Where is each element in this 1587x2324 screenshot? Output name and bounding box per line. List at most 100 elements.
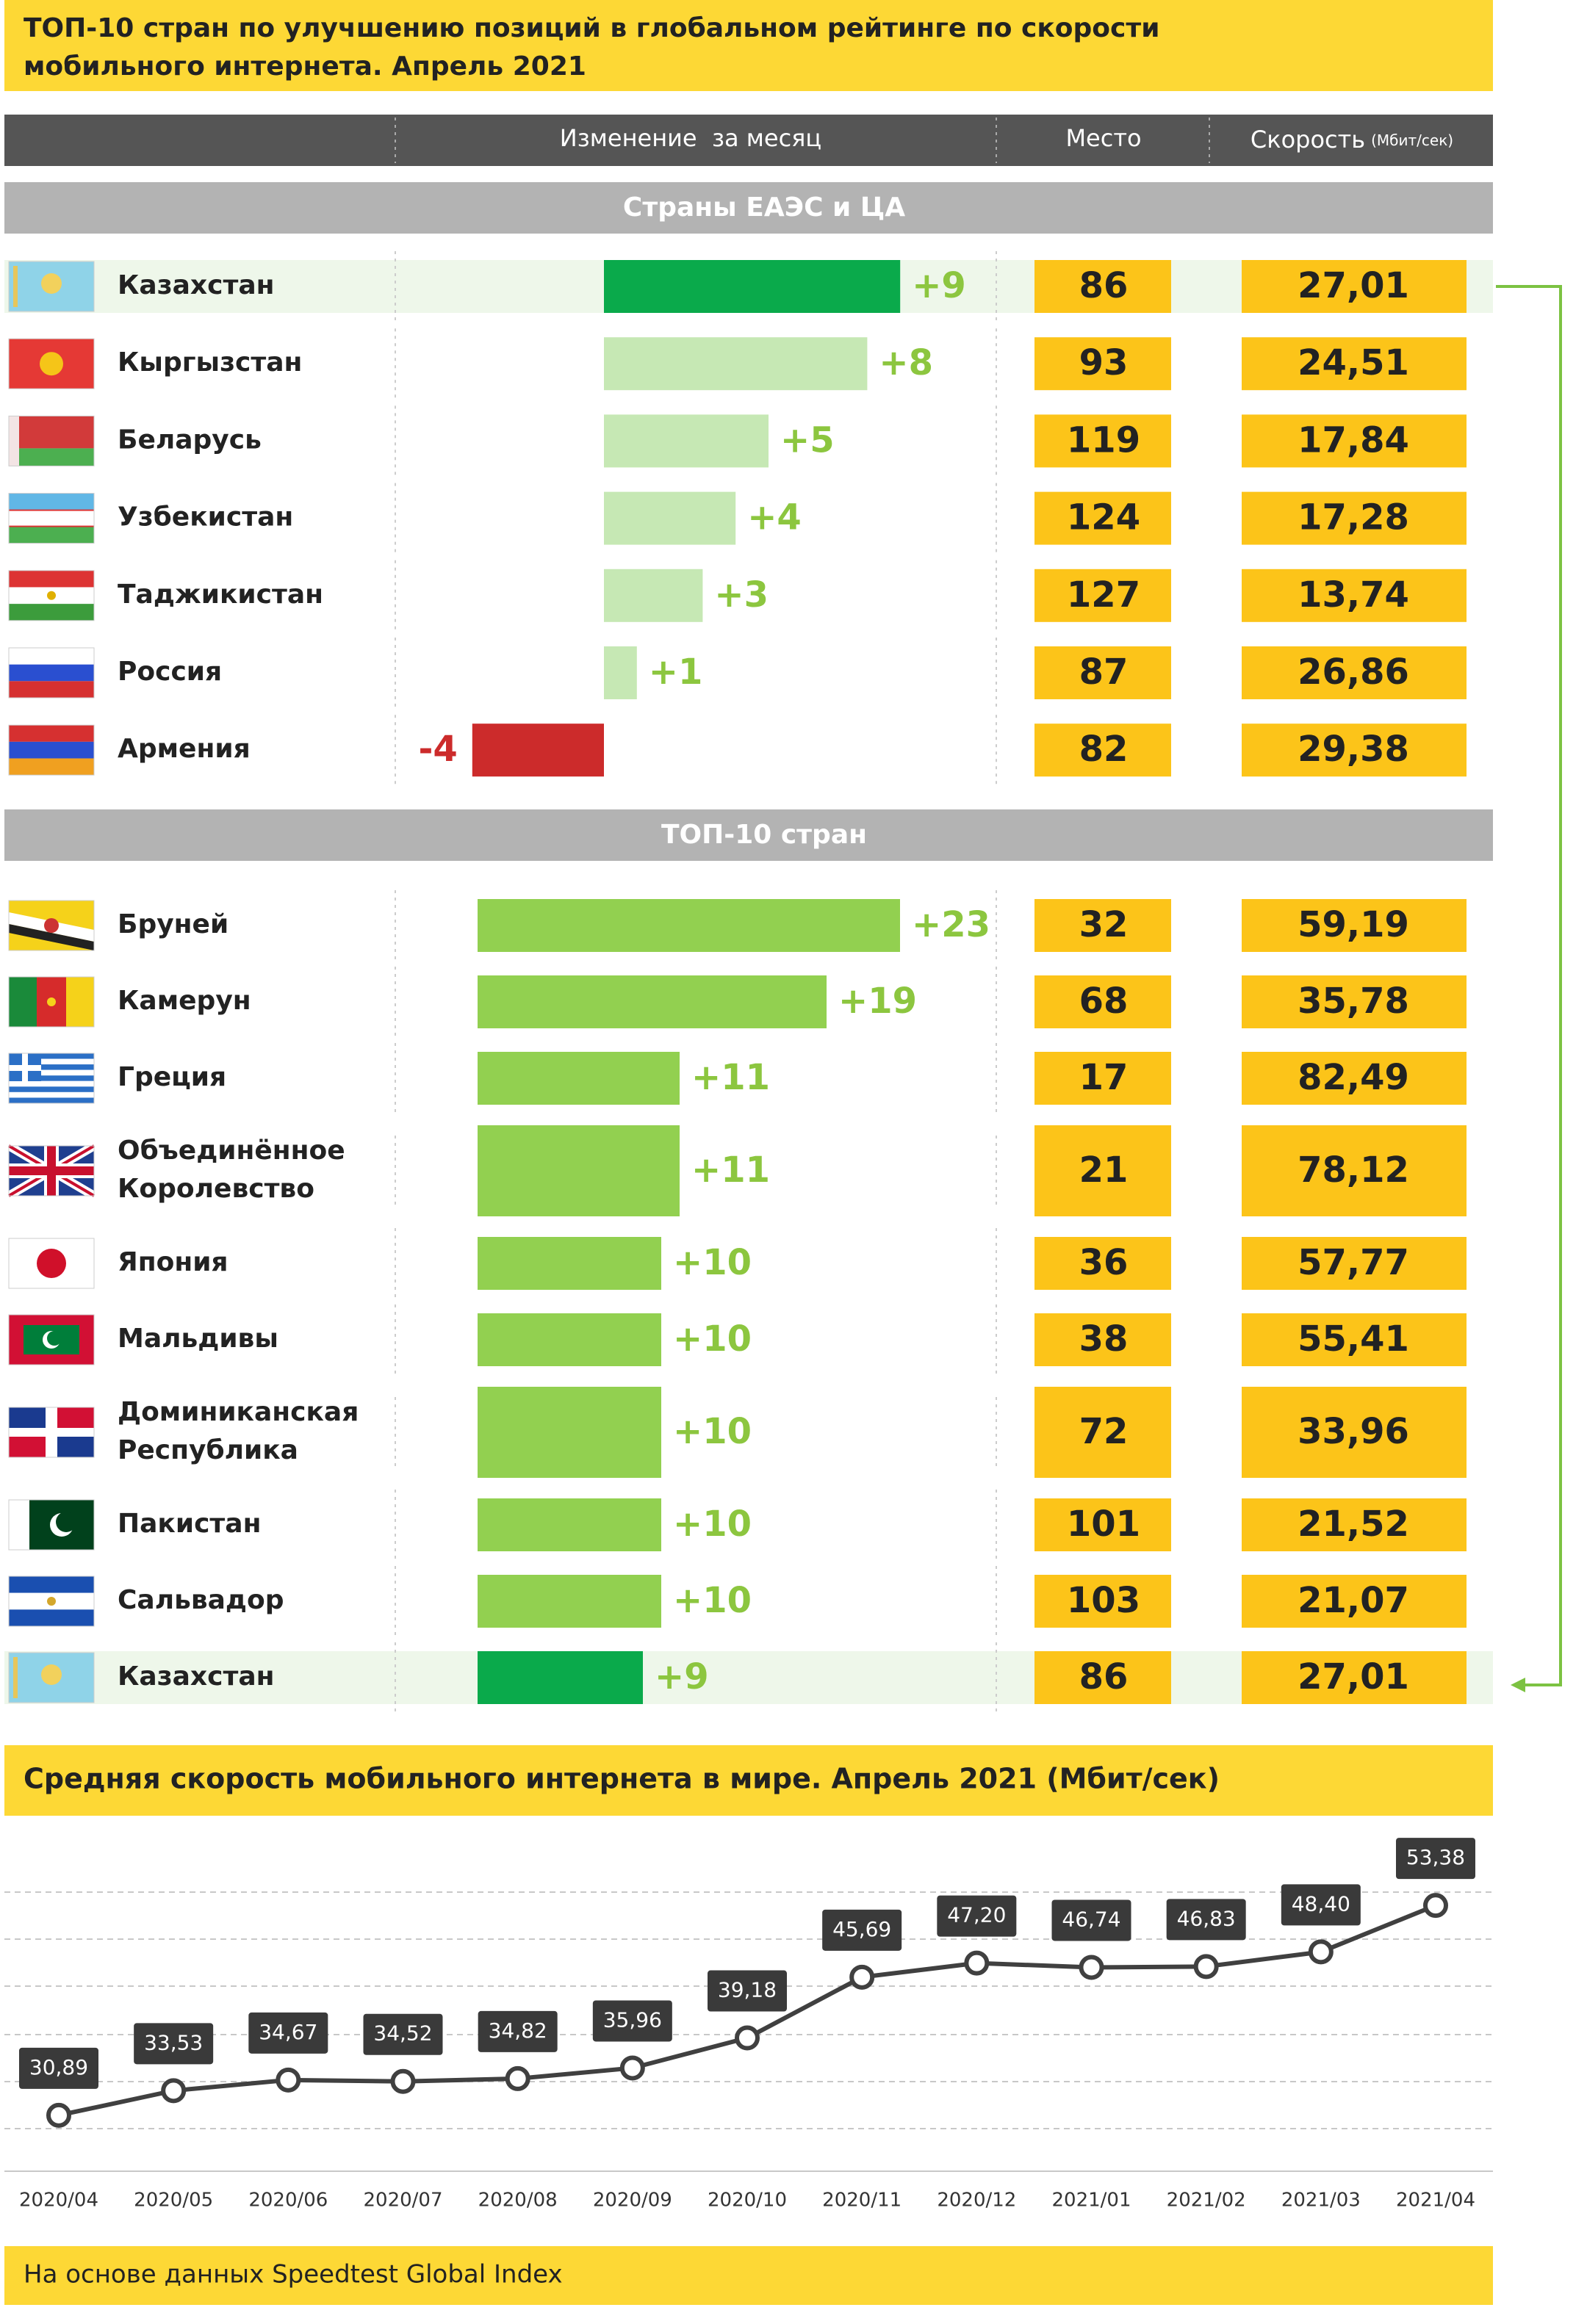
rank-box [1034, 899, 1171, 952]
flag-part [9, 758, 94, 776]
flag-part [9, 664, 94, 682]
speed: 59,19 [1298, 904, 1409, 945]
x-tick-label: 2020/08 [478, 2190, 558, 2212]
change-label: +10 [673, 1242, 752, 1283]
flag-part [47, 1331, 62, 1346]
speed: 27,01 [1298, 1656, 1409, 1697]
footer: На основе данных Speedtest Global Index [24, 2260, 563, 2289]
flag-part [57, 1407, 94, 1428]
value-label: 34,67 [259, 2020, 317, 2044]
point [276, 2067, 301, 2093]
connector-arrow [1511, 1678, 1525, 1692]
value-label-box [592, 2000, 672, 2042]
country-name: Кыргызстан [118, 347, 302, 378]
change-bar [604, 337, 868, 391]
point [1423, 1893, 1448, 1919]
table: Страны ЕАЭС и ЦА Казахстан +9 86 27,01 Кыргыз… [4, 182, 1493, 1713]
country-name: Республика [118, 1435, 298, 1465]
point [161, 2078, 187, 2104]
speed-box [1242, 1651, 1467, 1704]
value-label-box [822, 1909, 902, 1951]
rank-box [1034, 491, 1171, 545]
change-bar [478, 1575, 661, 1628]
rank: 101 [1067, 1504, 1140, 1545]
rank: 17 [1079, 1057, 1129, 1098]
change-bar [604, 646, 637, 699]
point [964, 1950, 990, 1976]
title-line: ТОП-10 стран по улучшению позиций в глоб… [24, 13, 1159, 43]
flag-part [41, 273, 62, 294]
section-header [4, 182, 1493, 234]
speed: 35,78 [1298, 981, 1409, 1022]
change-label: +11 [691, 1150, 770, 1191]
change-bar [478, 899, 900, 952]
change-bar [604, 260, 901, 313]
speed-box [1242, 1313, 1467, 1366]
change-label: +4 [747, 497, 802, 538]
change-label: +11 [691, 1057, 770, 1098]
speed: 29,38 [1298, 729, 1409, 770]
flag [8, 1053, 95, 1104]
rank-box [1034, 975, 1171, 1028]
rank: 32 [1079, 904, 1129, 945]
flag-part [13, 266, 18, 307]
flag-part [9, 526, 94, 544]
value-label-box [937, 1895, 1017, 1937]
speed-box [1242, 899, 1467, 952]
country-name: Доминиканская [118, 1397, 359, 1427]
rank: 82 [1079, 729, 1129, 770]
flag-part [9, 1407, 46, 1428]
flag-border [8, 900, 95, 951]
change-bar [478, 1313, 661, 1366]
speed-box [1242, 1575, 1467, 1628]
country-name: Королевство [118, 1174, 314, 1204]
change-label: +19 [838, 981, 917, 1022]
speed: 78,12 [1298, 1150, 1409, 1191]
speed-box [1242, 1125, 1467, 1216]
change-bar [478, 1125, 680, 1216]
flag-border [8, 338, 95, 389]
change-label: +10 [673, 1318, 752, 1360]
speed: 26,86 [1298, 652, 1409, 693]
point [1079, 1955, 1104, 1980]
value-label-box [1166, 1899, 1246, 1941]
flag-part [9, 1091, 94, 1098]
speed: 33,96 [1298, 1411, 1409, 1452]
section-title: ТОП-10 стран [661, 820, 867, 850]
value-label: 34,82 [489, 2018, 547, 2043]
change-bar [604, 414, 769, 468]
change-label: +10 [673, 1580, 752, 1621]
flag-part [9, 1609, 94, 1626]
value-label: 45,69 [832, 1917, 891, 1941]
change-label: -4 [418, 729, 457, 770]
speed: 17,84 [1298, 419, 1409, 461]
flag [8, 647, 95, 699]
flag [8, 1576, 95, 1627]
rank-box [1034, 1651, 1171, 1704]
rank: 21 [1079, 1150, 1129, 1191]
title-line: мобильного интернета. Апрель 2021 [24, 51, 586, 82]
flag-border [8, 493, 95, 544]
chart-title: Средняя скорость мобильного интернета в … [24, 1763, 1220, 1795]
column-header-speed: Скорость [1250, 126, 1365, 154]
x-tick-label: 2020/10 [708, 2190, 787, 2212]
flag-part [9, 681, 94, 698]
rank: 86 [1079, 1656, 1129, 1697]
change-bar [478, 1387, 661, 1478]
flag-part [9, 1069, 94, 1076]
flag-border [8, 570, 95, 621]
change-label: +9 [912, 265, 966, 306]
point [390, 2068, 416, 2094]
flag-part [47, 591, 56, 600]
value-label: 46,74 [1062, 1907, 1120, 1931]
value-label: 46,83 [1177, 1906, 1236, 1930]
speed-box [1242, 975, 1467, 1028]
chart-banner [4, 1745, 1493, 1816]
speed: 82,49 [1298, 1057, 1409, 1098]
rank: 127 [1067, 574, 1140, 616]
rank-box [1034, 414, 1171, 468]
change-bar [478, 975, 827, 1028]
point [505, 2065, 530, 2091]
value-label-box [1051, 1899, 1131, 1941]
x-tick-label: 2020/12 [937, 2190, 1016, 2212]
